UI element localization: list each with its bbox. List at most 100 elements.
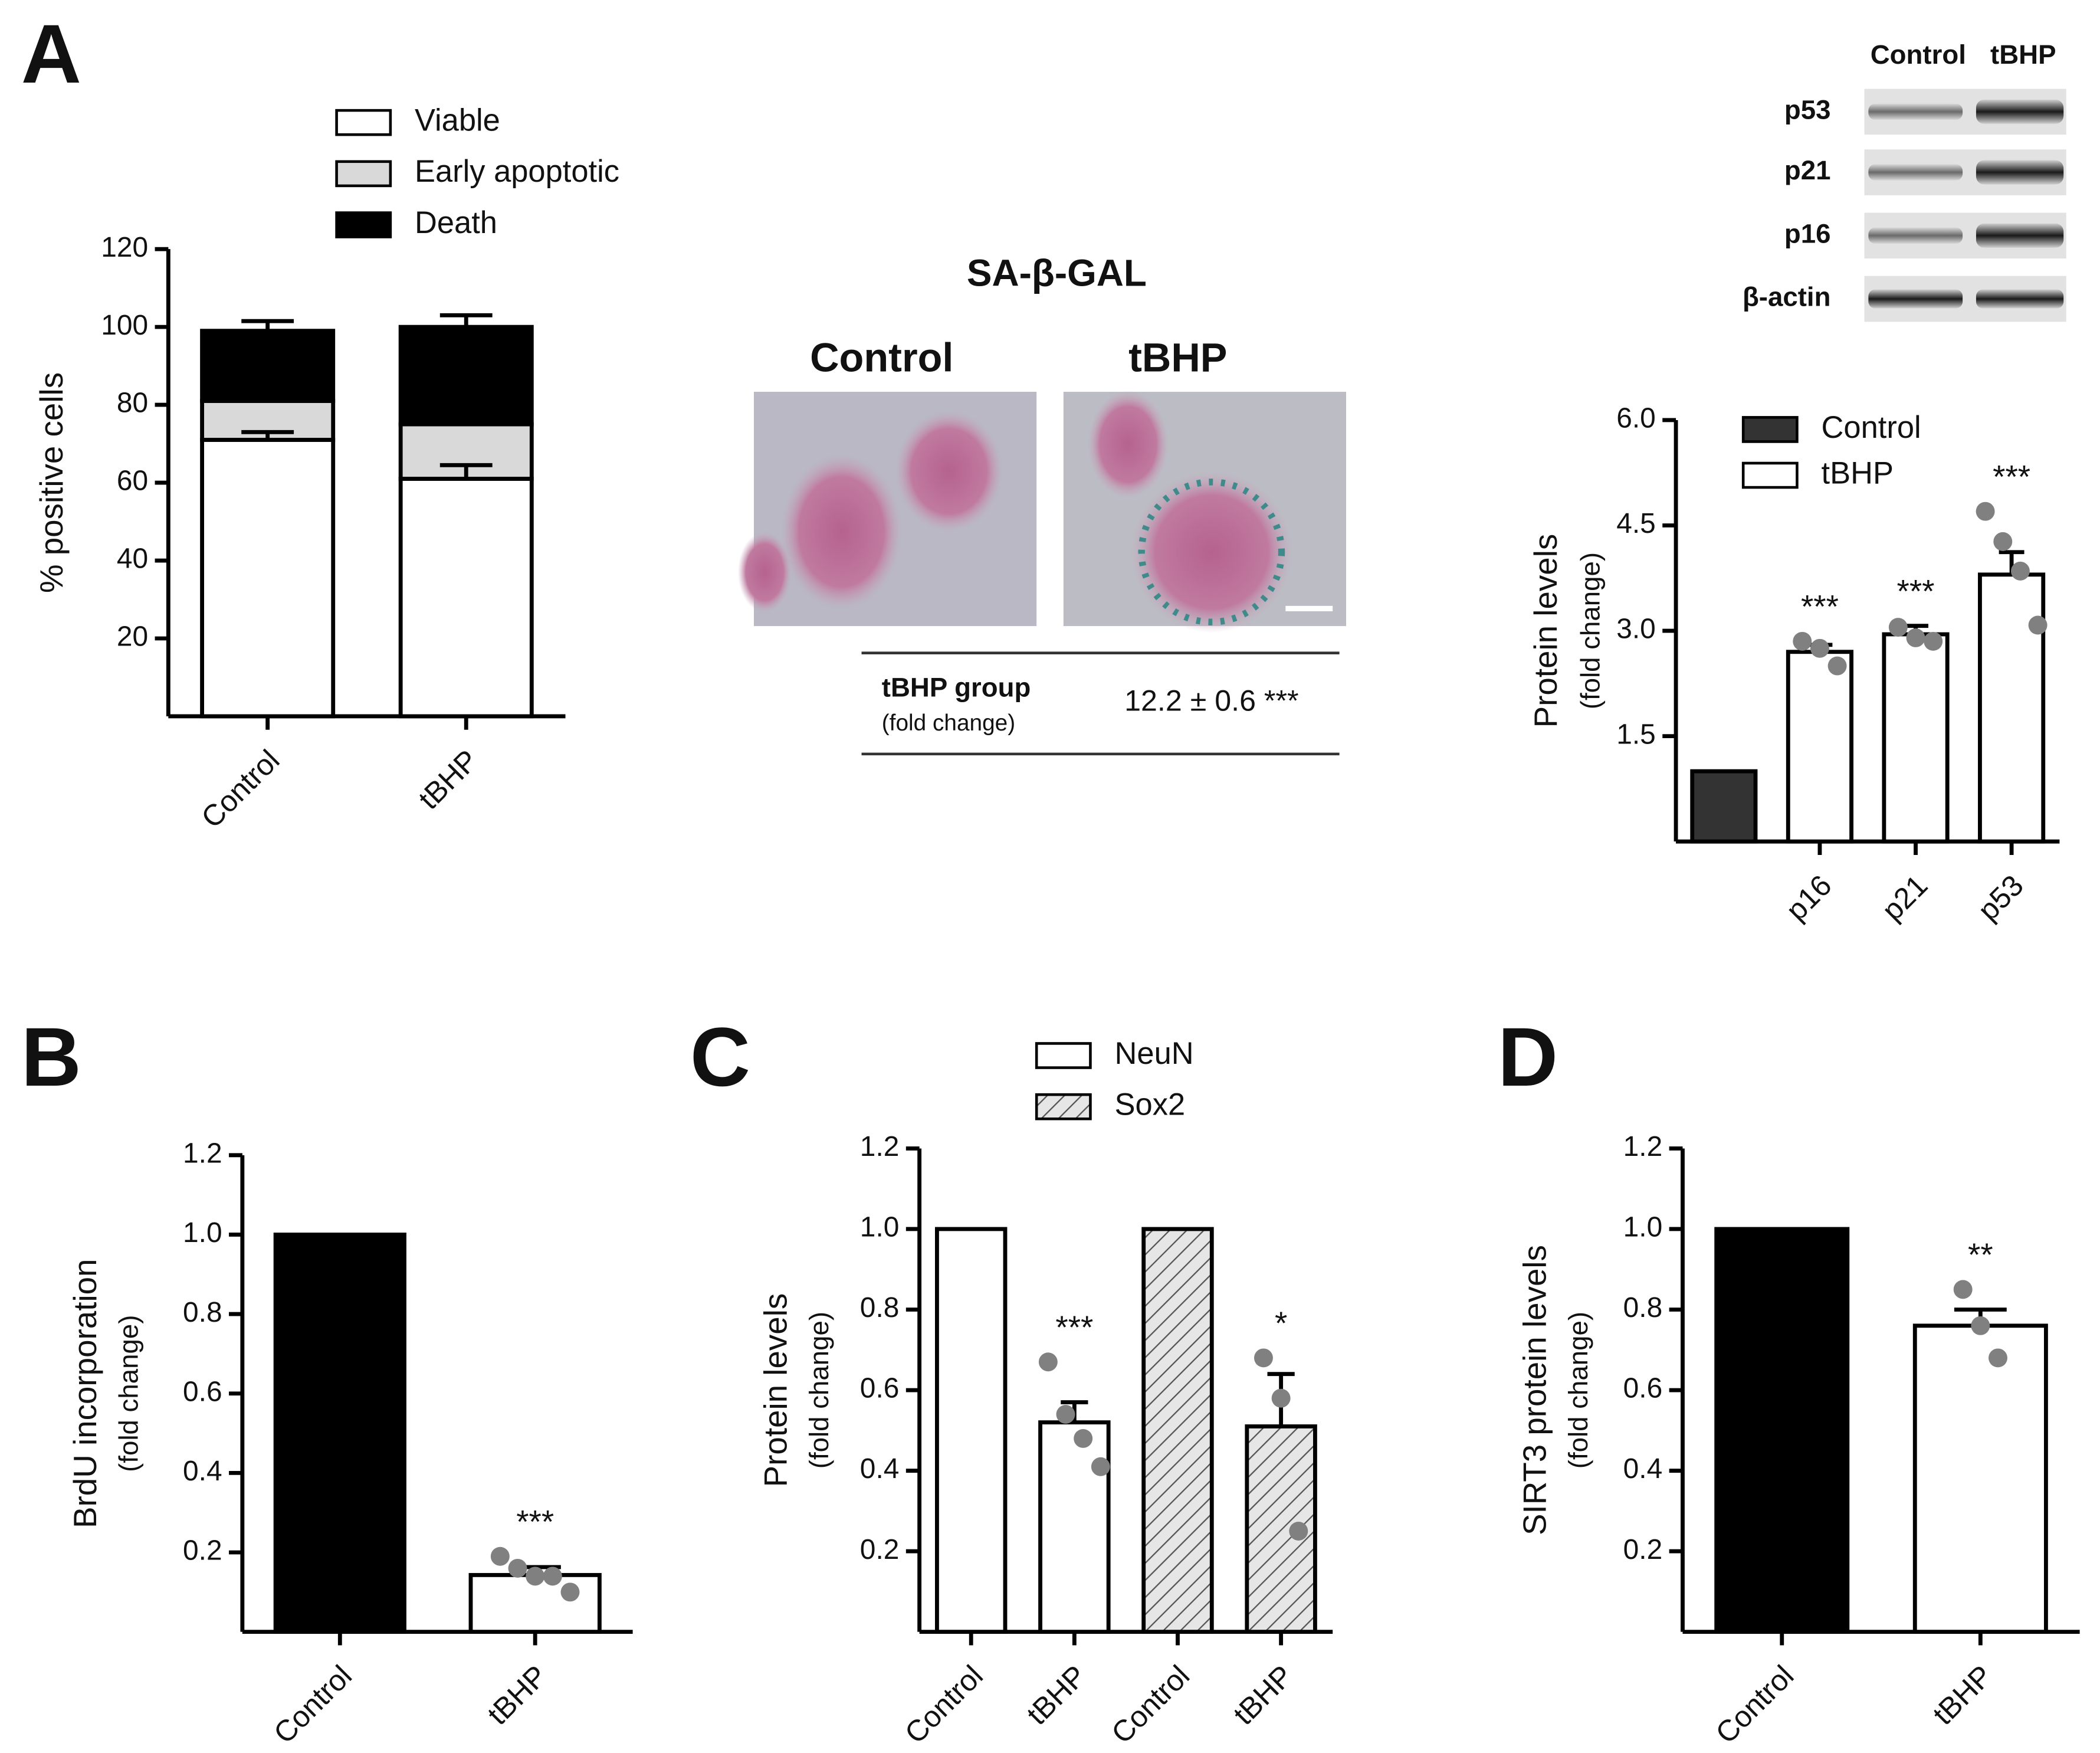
bar bbox=[273, 1233, 406, 1634]
y-tick-label: 120 bbox=[101, 232, 148, 263]
y-tick-label: 0.8 bbox=[1623, 1292, 1663, 1323]
cell bbox=[895, 410, 1003, 532]
panel-letter: D bbox=[1498, 1010, 1558, 1103]
blot-band bbox=[1868, 103, 1963, 120]
bar bbox=[1141, 1227, 1214, 1634]
data-point bbox=[1906, 628, 1925, 647]
x-tick-label: tBHP bbox=[481, 1659, 553, 1731]
y-tick-label: 4.5 bbox=[1616, 508, 1656, 539]
y-axis-label: SIRT3 protein levels bbox=[1517, 1245, 1553, 1535]
legend-label: Sox2 bbox=[1115, 1087, 1186, 1122]
legend-swatch bbox=[1741, 416, 1799, 443]
panel-letter: B bbox=[21, 1010, 81, 1103]
y-tick-label: 1.2 bbox=[1623, 1131, 1663, 1162]
x-tick-label: Control bbox=[195, 743, 286, 834]
y-tick-label: 0.8 bbox=[860, 1292, 900, 1323]
table-row-label: tBHP group bbox=[882, 672, 1031, 702]
legend-label: Early apoptotic bbox=[415, 154, 619, 189]
data-point bbox=[1989, 1348, 2007, 1368]
legend-label: Control bbox=[1822, 410, 1921, 445]
x-tick-label: p16 bbox=[1780, 869, 1838, 927]
blot-band bbox=[1868, 164, 1963, 181]
blot-column-label: tBHP bbox=[1990, 40, 2056, 70]
data-point bbox=[1888, 618, 1908, 637]
micrograph-control bbox=[737, 392, 1037, 627]
bar bbox=[1038, 1420, 1111, 1634]
y-tick-label: 1.0 bbox=[1623, 1212, 1663, 1243]
blot-column-label: Control bbox=[1871, 40, 1966, 70]
y-axis-sublabel: (fold change) bbox=[1563, 1312, 1593, 1469]
stain bbox=[1138, 479, 1285, 625]
y-axis-label: BrdU incorporation bbox=[67, 1259, 103, 1528]
bar bbox=[1690, 769, 1758, 844]
y-tick-label: 1.2 bbox=[183, 1138, 222, 1169]
y-tick-label: 0.8 bbox=[183, 1297, 222, 1328]
y-tick-label: 60 bbox=[117, 466, 148, 497]
x-tick-label: Control bbox=[1709, 1659, 1800, 1750]
bar bbox=[1882, 632, 1950, 844]
data-point bbox=[1271, 1388, 1291, 1408]
data-point bbox=[2028, 615, 2048, 635]
significance: *** bbox=[516, 1503, 554, 1539]
legend-label: Viable bbox=[415, 103, 500, 138]
data-point bbox=[1953, 1280, 1973, 1299]
bar bbox=[1786, 650, 1854, 844]
image-label: Control bbox=[810, 335, 953, 381]
data-point bbox=[1038, 1352, 1058, 1372]
y-tick-label: 80 bbox=[117, 388, 148, 419]
y-tick-label: 40 bbox=[117, 543, 148, 575]
y-tick-label: 0.4 bbox=[1623, 1453, 1663, 1485]
blot-band bbox=[1976, 223, 2064, 248]
data-point bbox=[1976, 502, 1995, 521]
legend-swatch bbox=[1741, 461, 1799, 489]
bar bbox=[200, 438, 336, 719]
x-tick-label: Control bbox=[267, 1659, 358, 1750]
y-tick-label: 0.6 bbox=[860, 1373, 900, 1404]
significance: ** bbox=[1968, 1236, 1993, 1273]
data-point bbox=[560, 1582, 580, 1602]
x-tick-label: Control bbox=[1105, 1659, 1196, 1750]
blot-band bbox=[1976, 289, 2064, 309]
blot-row-label: p21 bbox=[1784, 155, 1831, 185]
blot-row-label: β-actin bbox=[1743, 282, 1831, 312]
y-tick-label: 0.4 bbox=[183, 1456, 222, 1487]
x-tick-label: tBHP bbox=[1021, 1659, 1092, 1731]
data-point bbox=[490, 1546, 510, 1566]
legend-swatch bbox=[1035, 1042, 1092, 1069]
western-blot: Control tBHP p53 p21 p16 β-actin bbox=[1743, 40, 2066, 322]
legend-label: NeuN bbox=[1115, 1036, 1194, 1071]
y-tick-label: 0.6 bbox=[1623, 1373, 1663, 1404]
y-axis-label: Protein levels bbox=[1527, 534, 1564, 728]
legend-swatch bbox=[335, 160, 392, 188]
y-tick-label: 0.2 bbox=[183, 1535, 222, 1567]
data-point bbox=[1971, 1316, 1990, 1335]
legend-label: Death bbox=[415, 205, 497, 240]
y-tick-label: 1.2 bbox=[860, 1131, 900, 1162]
data-point bbox=[1993, 532, 2013, 551]
y-axis-sublabel: (fold change) bbox=[1576, 552, 1606, 709]
bar bbox=[935, 1227, 1008, 1634]
blot-band bbox=[1976, 160, 2064, 185]
legend-swatch bbox=[335, 211, 392, 238]
significance: *** bbox=[1993, 458, 2030, 494]
bar bbox=[1978, 572, 2046, 844]
x-tick-label: tBHP bbox=[1927, 1659, 1999, 1731]
x-tick-label: tBHP bbox=[412, 743, 484, 815]
table-row-unit: (fold change) bbox=[882, 710, 1015, 736]
data-point bbox=[1091, 1457, 1110, 1476]
significance: * bbox=[1275, 1305, 1287, 1341]
y-tick-label: 0.2 bbox=[860, 1534, 900, 1565]
y-tick-label: 1.0 bbox=[183, 1217, 222, 1249]
y-tick-label: 20 bbox=[117, 621, 148, 653]
cell bbox=[1130, 471, 1292, 633]
y-tick-label: 6.0 bbox=[1616, 403, 1656, 434]
sa-beta-gal: SA-β-GAL Control tBHP tBHP group (fold c… bbox=[737, 252, 1347, 756]
table-value: 12.2 ± 0.6 *** bbox=[1124, 684, 1298, 717]
data-point bbox=[2010, 561, 2030, 581]
y-tick-label: 1.5 bbox=[1616, 719, 1656, 750]
significance: *** bbox=[1055, 1309, 1093, 1345]
data-point bbox=[1254, 1348, 1273, 1368]
y-tick-label: 100 bbox=[101, 310, 148, 341]
y-tick-label: 3.0 bbox=[1616, 614, 1656, 645]
